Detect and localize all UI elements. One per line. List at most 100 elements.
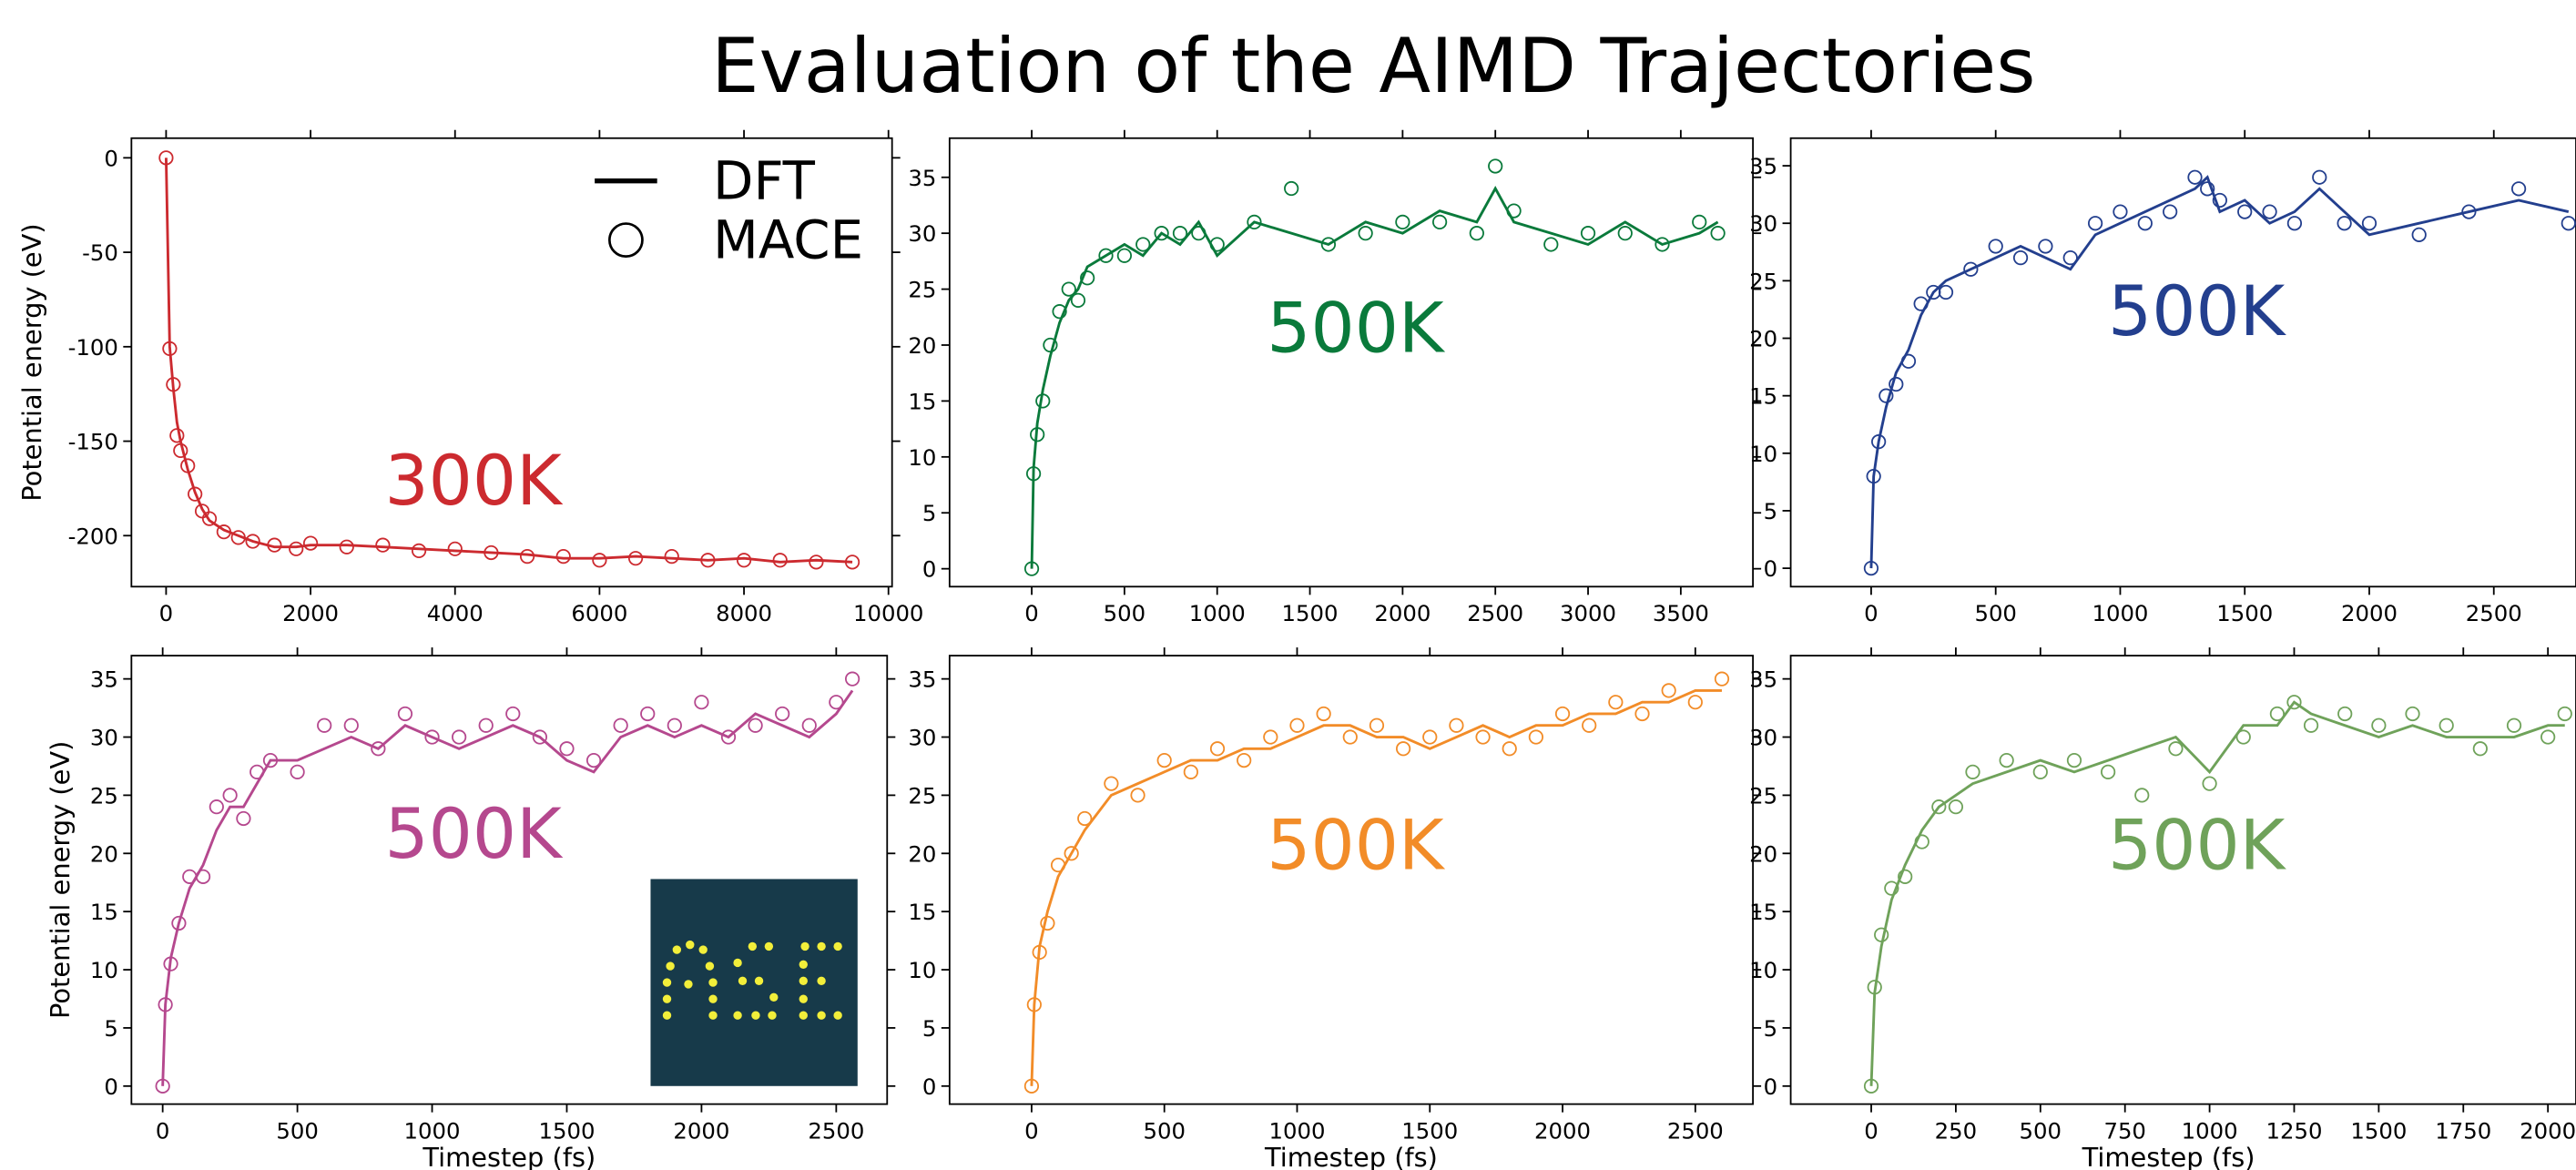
plot-area	[1023, 158, 1726, 576]
series-marker	[343, 717, 359, 733]
series-marker	[1064, 846, 1079, 861]
series-marker	[1528, 729, 1544, 745]
series-line	[1869, 175, 2570, 569]
series-marker	[1032, 944, 1047, 961]
series-marker	[2212, 192, 2227, 209]
series-marker	[1655, 237, 1670, 252]
series-marker	[801, 717, 817, 733]
plot-frame	[130, 137, 893, 588]
y-tick-label: 0	[1764, 555, 1778, 582]
temperature-annotation: 500K	[2108, 271, 2287, 351]
x-tick-label: 1000	[2182, 1118, 2238, 1145]
series-marker	[1889, 376, 1904, 392]
figure-title: Evaluation of the AIMD Trajectories	[711, 22, 2035, 110]
temperature-annotation: 500K	[1267, 288, 1446, 368]
series-marker	[317, 717, 332, 733]
series-marker	[1320, 237, 1337, 252]
y-tick-label: -200	[68, 523, 118, 549]
x-tick-label: 2000	[1534, 1118, 1591, 1145]
series-marker	[180, 458, 196, 473]
series-marker	[1608, 695, 1624, 710]
series-marker	[505, 706, 521, 722]
series-marker	[1135, 237, 1151, 252]
series-marker	[1284, 180, 1299, 197]
x-tick-label: 1500	[1282, 600, 1339, 626]
series-marker	[1475, 729, 1491, 745]
series-marker	[158, 997, 173, 1012]
series-marker	[163, 956, 178, 972]
series-marker	[1191, 226, 1207, 241]
series-marker	[2557, 706, 2572, 722]
series-marker	[169, 428, 185, 443]
series-marker	[809, 554, 824, 570]
y-tick-label: 20	[908, 332, 936, 359]
series-marker	[1965, 764, 1980, 779]
series-marker	[1023, 1078, 1040, 1094]
x-tick-label: 2000	[673, 1118, 729, 1145]
y-tick-label: 15	[90, 899, 118, 925]
x-tick-label: 500	[1974, 600, 2016, 626]
series-marker	[166, 377, 181, 392]
series-marker	[2405, 706, 2420, 722]
x-tick-label: 2500	[1667, 1118, 1724, 1145]
series-marker	[1582, 717, 1597, 733]
plot-frame	[1789, 137, 2576, 588]
series-marker	[748, 717, 763, 733]
series-marker	[1263, 729, 1278, 745]
x-tick-label: 2500	[808, 1118, 864, 1145]
series-marker	[302, 535, 319, 551]
series-marker	[1077, 810, 1093, 827]
series-marker	[532, 729, 548, 745]
x-tick-label: 3500	[1653, 600, 1709, 626]
series-marker	[182, 869, 198, 884]
series-marker	[2510, 181, 2527, 197]
y-tick-label: 35	[908, 165, 936, 191]
series-marker	[772, 553, 788, 568]
series-marker	[2303, 717, 2319, 733]
plot-area	[158, 150, 860, 570]
y-tick-label: 30	[1749, 725, 1777, 751]
series-marker	[2163, 204, 2178, 219]
series-marker	[1867, 980, 1882, 995]
x-tick-label: 2500	[2466, 600, 2522, 626]
legend-marker	[608, 222, 644, 259]
series-marker	[201, 511, 218, 526]
x-tick-label: 4000	[427, 600, 484, 626]
series-marker	[1692, 214, 1707, 229]
plot-frame	[130, 655, 889, 1105]
series-marker	[519, 548, 535, 565]
plot-frame	[1789, 655, 2576, 1105]
series-marker	[1172, 226, 1188, 241]
series-marker	[1061, 281, 1076, 297]
y-tick-label: 30	[908, 725, 936, 751]
series-marker	[230, 530, 246, 545]
x-tick-label: 1750	[2435, 1118, 2491, 1145]
series-marker	[262, 752, 279, 768]
y-axis-label: Potential energy (eV)	[16, 223, 47, 501]
series-marker	[1026, 997, 1042, 1012]
series-marker	[1209, 237, 1225, 252]
y-tick-label: -100	[68, 334, 118, 361]
series-marker	[2032, 764, 2048, 779]
series-marker	[2200, 181, 2215, 197]
series-marker	[2087, 216, 2103, 231]
series-marker	[2237, 204, 2253, 219]
series-marker	[1247, 214, 1262, 229]
y-tick-label: 15	[908, 899, 936, 925]
series-marker	[188, 486, 203, 502]
series-marker	[171, 915, 187, 931]
series-marker	[2168, 741, 2184, 757]
series-marker	[209, 799, 224, 815]
series-line	[1869, 700, 2565, 1086]
series-marker	[700, 553, 716, 568]
y-tick-label: 5	[104, 1015, 117, 1042]
logo-background	[650, 879, 858, 1086]
plot-area	[1863, 695, 2572, 1094]
x-tick-label: 0	[1024, 600, 1039, 626]
series-marker	[1025, 466, 1042, 482]
series-marker	[844, 671, 860, 687]
series-marker	[2134, 788, 2150, 803]
series-marker	[1154, 226, 1169, 241]
series-marker	[290, 764, 305, 779]
